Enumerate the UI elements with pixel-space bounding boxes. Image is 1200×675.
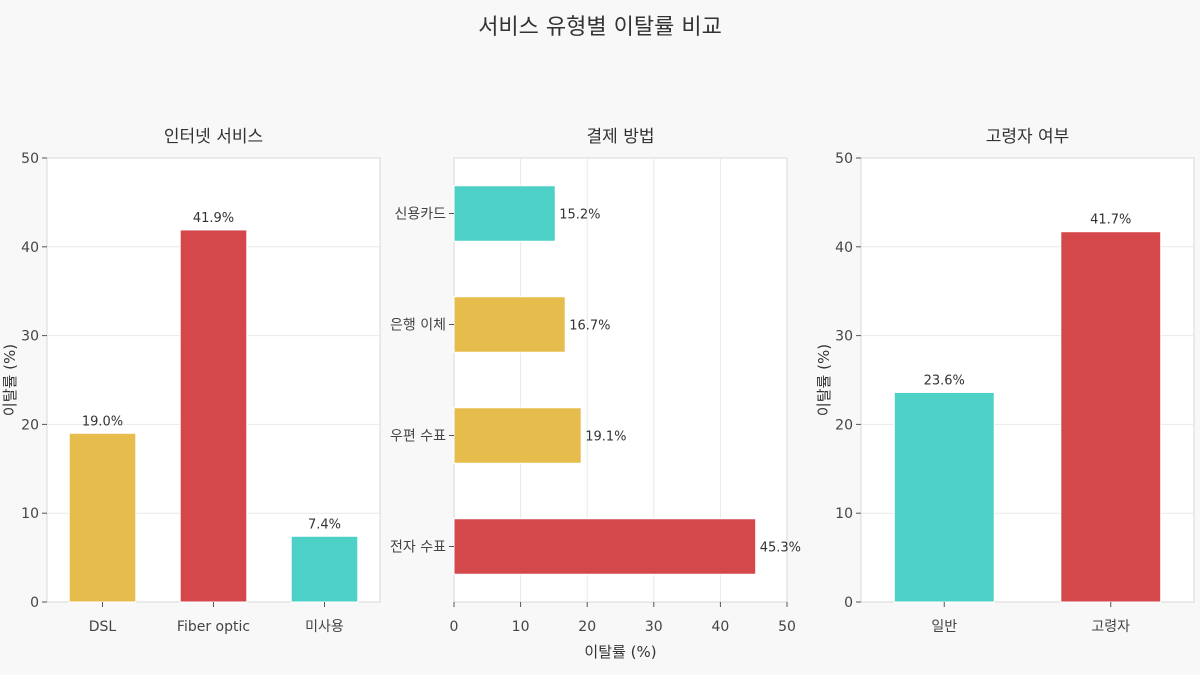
x-axis-label: 이탈률 (%)	[584, 643, 656, 661]
y-tick-label: 50	[21, 151, 39, 167]
x-tick-label: 0	[450, 619, 459, 635]
x-tick-label: 30	[645, 619, 663, 635]
y-tick-label: 0	[30, 595, 39, 611]
y-tick-label: 40	[21, 240, 39, 256]
data-label: 15.2%	[559, 208, 600, 223]
bar	[179, 229, 248, 603]
y-tick-label: 우편 수표	[390, 429, 446, 445]
bar	[1060, 231, 1162, 603]
y-tick-label: 신용카드	[394, 207, 446, 223]
y-tick-label: 10	[21, 506, 39, 522]
panel-title: 고령자 여부	[986, 127, 1070, 147]
panel-title: 인터넷 서비스	[164, 127, 263, 147]
bar	[453, 296, 566, 353]
panel-title: 결제 방법	[587, 127, 655, 147]
data-label: 7.4%	[308, 517, 341, 532]
data-label: 19.1%	[585, 430, 626, 445]
y-tick-label: 10	[835, 506, 853, 522]
y-tick-label: 0	[844, 595, 853, 611]
y-tick-label: 30	[21, 329, 39, 345]
bar	[68, 432, 137, 603]
data-label: 16.7%	[569, 319, 610, 334]
data-label: 41.7%	[1090, 213, 1131, 228]
x-tick-label: 40	[711, 619, 729, 635]
y-tick-label: 20	[21, 417, 39, 433]
y-tick-label: 은행 이체	[390, 318, 446, 334]
bar	[453, 518, 757, 575]
x-tick-label: 일반	[931, 619, 957, 635]
y-tick-label: 20	[835, 417, 853, 433]
x-tick-label: 50	[778, 619, 796, 635]
figure-title: 서비스 유형별 이탈률 비교	[478, 15, 722, 40]
bar	[453, 185, 556, 242]
x-tick-label: DSL	[89, 619, 117, 635]
data-label: 23.6%	[924, 373, 965, 388]
bar	[893, 391, 995, 603]
y-tick-label: 전자 수표	[390, 540, 446, 556]
data-label: 41.9%	[193, 211, 234, 226]
y-tick-label: 50	[835, 151, 853, 167]
panel-internet: 인터넷 서비스 0 10 20 30 40 50 19.0% DSL 41.9% Fiber opt…	[1, 127, 381, 635]
y-tick-label: 30	[835, 329, 853, 345]
chart-panels: 인터넷 서비스 0 10 20 30 40 50 19.0% DSL 41.9% Fiber opt…	[1, 127, 1195, 661]
data-label: 45.3%	[760, 541, 801, 556]
x-tick-label: 미사용	[305, 619, 344, 635]
y-axis-label: 이탈률 (%)	[815, 344, 833, 416]
x-tick-label: Fiber optic	[177, 619, 250, 635]
y-axis-label: 이탈률 (%)	[1, 344, 19, 416]
data-label: 19.0%	[82, 414, 123, 429]
x-tick-label: 고령자	[1091, 619, 1130, 635]
panel-payment: 결제 방법 0 10 20 30 40 50 15.2% 신용카드 16.7% 은행 이체 19.1%…	[390, 127, 801, 661]
y-tick-label: 40	[835, 240, 853, 256]
x-tick-label: 10	[512, 619, 530, 635]
panel-senior: 고령자 여부 0 10 20 30 40 50 23.6% 일반 41.7% 고령자 이탈률 (%)	[815, 127, 1195, 635]
x-tick-label: 20	[578, 619, 596, 635]
bar	[453, 407, 582, 464]
bar	[290, 535, 359, 603]
